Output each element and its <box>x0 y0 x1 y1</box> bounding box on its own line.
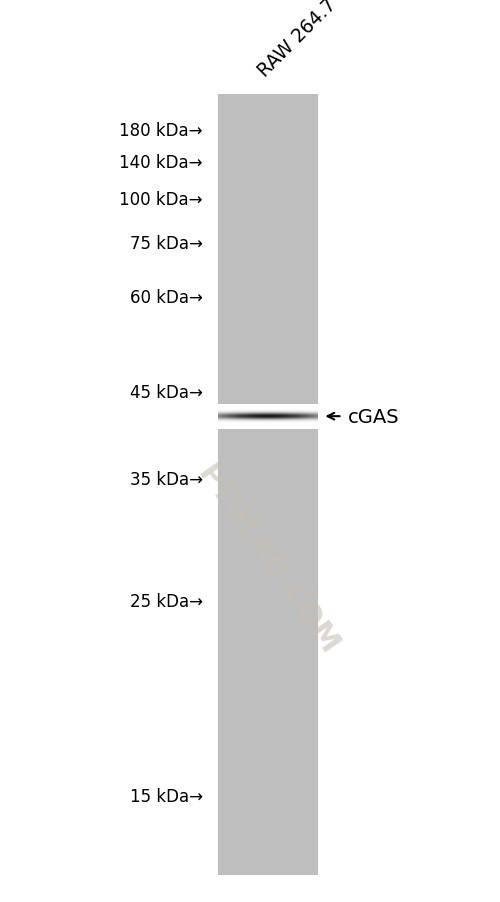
Text: 45 kDa→: 45 kDa→ <box>130 383 202 401</box>
Bar <box>218 95 318 875</box>
Text: PTGLAB.COM: PTGLAB.COM <box>192 459 344 659</box>
Text: 15 kDa→: 15 kDa→ <box>130 787 202 805</box>
Text: cGAS: cGAS <box>348 407 399 427</box>
Text: 140 kDa→: 140 kDa→ <box>119 153 202 171</box>
Text: 75 kDa→: 75 kDa→ <box>130 235 202 253</box>
Text: 60 kDa→: 60 kDa→ <box>130 289 202 307</box>
Text: RAW 264.7: RAW 264.7 <box>254 0 340 81</box>
Text: 180 kDa→: 180 kDa→ <box>119 122 202 140</box>
Text: 25 kDa→: 25 kDa→ <box>130 593 202 611</box>
Text: 35 kDa→: 35 kDa→ <box>130 471 202 489</box>
Text: 100 kDa→: 100 kDa→ <box>119 191 202 209</box>
